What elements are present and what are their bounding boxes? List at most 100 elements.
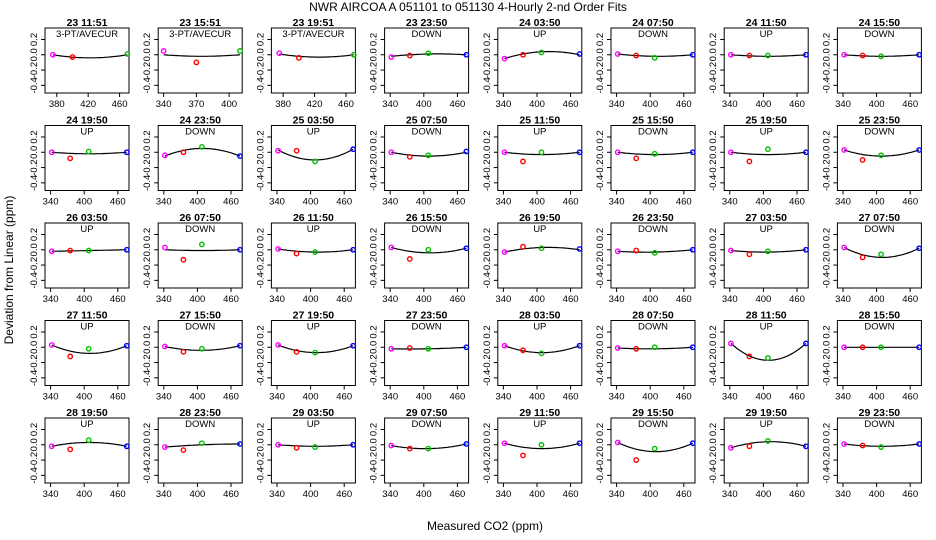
x-tick-label: 460 <box>563 197 579 208</box>
panel-title: 28 15:50 <box>859 310 901 322</box>
y-tick-label: 0.0 <box>482 341 493 354</box>
x-tick-label: 460 <box>902 392 918 403</box>
panel-frame <box>723 222 809 289</box>
x-tick-label: 400 <box>869 489 885 500</box>
x-tick-label: 420 <box>307 99 323 110</box>
x-tick-label: 340 <box>609 99 625 110</box>
fit-curve <box>617 441 694 453</box>
x-tick-label: 340 <box>382 294 398 305</box>
data-point <box>728 149 734 156</box>
panel-frame <box>610 222 696 289</box>
y-tick-label: 0.0 <box>595 341 606 354</box>
x-tick-label: 460 <box>902 489 918 500</box>
x-tick-label: 340 <box>382 392 398 403</box>
x-tick-label: 460 <box>110 294 126 305</box>
y-tick-label: 0.2 <box>821 33 832 46</box>
panel-frame <box>836 320 922 386</box>
data-point <box>538 245 545 252</box>
x-tick-label: 340 <box>495 197 511 208</box>
y-tick-label: 0.2 <box>369 423 380 436</box>
y-tick-label: -0.4 <box>142 175 153 191</box>
y-tick-label: 0.2 <box>595 33 606 46</box>
y-tick-label: -0.2 <box>142 354 153 370</box>
fit-curve <box>730 249 807 253</box>
panel-title: 24 07:50 <box>632 17 674 29</box>
data-point <box>916 51 923 58</box>
data-point <box>501 440 508 447</box>
panel-frame <box>610 320 696 386</box>
data-point <box>803 149 809 156</box>
y-tick-label: -0.2 <box>29 354 40 370</box>
panel-title: 29 11:50 <box>519 407 560 419</box>
x-tick-label: 340 <box>609 294 625 305</box>
y-tick-label: 0.0 <box>255 146 266 159</box>
y-tick-label: 0.2 <box>821 325 832 338</box>
y-tick-label: 0.0 <box>708 146 719 159</box>
data-point <box>275 147 282 154</box>
panel-frame <box>723 417 809 484</box>
data-point <box>388 54 395 60</box>
x-tick-label: 340 <box>269 489 285 500</box>
x-tick-label: 340 <box>722 294 738 305</box>
x-tick-label: 340 <box>43 294 59 305</box>
y-tick-label: -0.4 <box>369 175 380 191</box>
y-tick-label: 0.2 <box>142 325 153 338</box>
panel-fit-label: 3-PT/AVECUR <box>169 29 231 40</box>
x-tick-label: 400 <box>416 489 432 500</box>
panel-frame <box>384 222 470 289</box>
fit-curve <box>391 246 467 254</box>
x-tick-label: 460 <box>223 197 239 208</box>
y-tick-label: 0.2 <box>29 423 40 436</box>
y-tick-label: -0.2 <box>29 62 40 78</box>
data-point <box>463 148 470 155</box>
data-point <box>48 443 55 450</box>
x-tick-label: 460 <box>449 197 465 208</box>
panel-frame <box>384 417 470 484</box>
x-tick-label: 400 <box>529 294 545 305</box>
data-point <box>388 244 395 251</box>
x-tick-label: 460 <box>676 99 692 110</box>
y-tick-label: -0.4 <box>142 77 153 93</box>
y-tick-label: 0.2 <box>142 33 153 46</box>
data-point <box>425 345 432 352</box>
x-tick-label: 460 <box>902 99 918 110</box>
x-tick-label: 460 <box>789 197 805 208</box>
data-point <box>520 243 526 250</box>
panel-frame <box>723 125 809 191</box>
panel-frame <box>836 222 922 289</box>
y-tick-label: -0.4 <box>29 467 40 483</box>
y-tick-label: -0.2 <box>142 452 153 468</box>
data-point <box>614 345 621 351</box>
panel-frame <box>497 27 583 94</box>
x-tick-label: 340 <box>156 197 172 208</box>
y-tick-label: -0.4 <box>821 77 832 93</box>
data-point <box>746 353 753 360</box>
data-point <box>425 50 432 57</box>
data-point <box>614 51 621 57</box>
data-point <box>49 51 56 58</box>
y-tick-label: 0.2 <box>595 130 606 143</box>
panel-title: 27 23:50 <box>406 310 448 322</box>
x-tick-label: 460 <box>336 489 352 500</box>
panel-fit-label: DOWN <box>864 322 894 333</box>
fit-curve <box>51 344 128 354</box>
y-tick-label: 0.2 <box>369 33 380 46</box>
panel-fit-label: DOWN <box>864 29 894 40</box>
panel-title: 27 15:50 <box>179 310 221 322</box>
data-point <box>859 344 866 351</box>
y-tick-label: 0.0 <box>708 243 719 256</box>
data-point <box>237 246 243 253</box>
y-tick-label: 0.0 <box>29 48 40 61</box>
x-tick-label: 340 <box>269 197 285 208</box>
y-tick-label: 0.0 <box>142 243 153 256</box>
y-tick-label: -0.4 <box>29 370 40 386</box>
y-tick-label: 0.2 <box>708 423 719 436</box>
data-point <box>841 51 848 58</box>
y-tick-label: -0.2 <box>255 62 266 78</box>
